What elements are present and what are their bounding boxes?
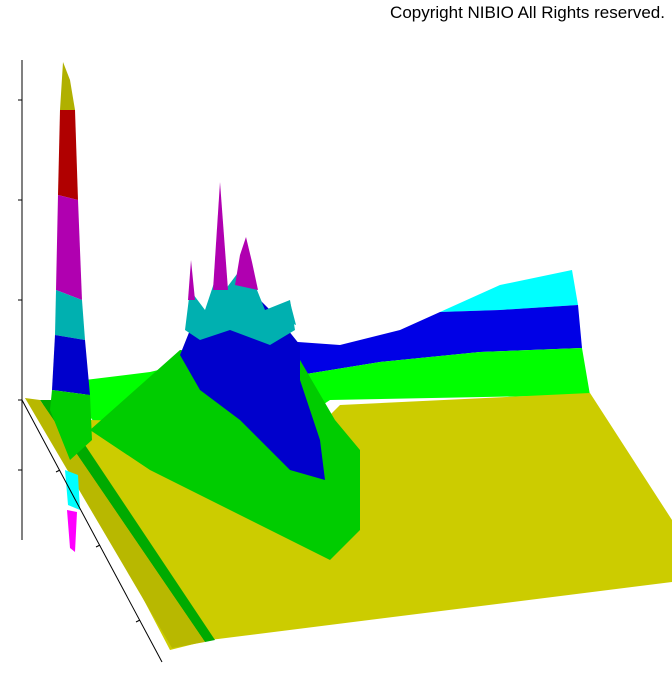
x-axis bbox=[21, 399, 163, 663]
spike-4 bbox=[283, 302, 296, 325]
spike-2 bbox=[213, 182, 228, 290]
below-cyan bbox=[65, 470, 80, 510]
ridge-cyan bbox=[440, 270, 578, 312]
mid-blue bbox=[180, 290, 325, 480]
peak-olive bbox=[60, 62, 75, 110]
spike-3 bbox=[235, 237, 258, 290]
peak-blue bbox=[52, 335, 90, 395]
floor-front-edge bbox=[25, 398, 205, 648]
mid-teal bbox=[185, 270, 295, 345]
floor-front-strip bbox=[40, 400, 215, 642]
peak-magenta bbox=[56, 195, 82, 300]
ridge-blue bbox=[270, 305, 582, 375]
spike-1 bbox=[188, 260, 195, 300]
peak-green bbox=[50, 390, 92, 460]
below-magenta bbox=[67, 510, 77, 552]
copyright: Copyright NIBIO All Rights reserved. bbox=[390, 3, 665, 22]
axis-ticks bbox=[18, 99, 141, 623]
peak-red bbox=[58, 110, 78, 200]
peak-teal bbox=[55, 290, 85, 340]
